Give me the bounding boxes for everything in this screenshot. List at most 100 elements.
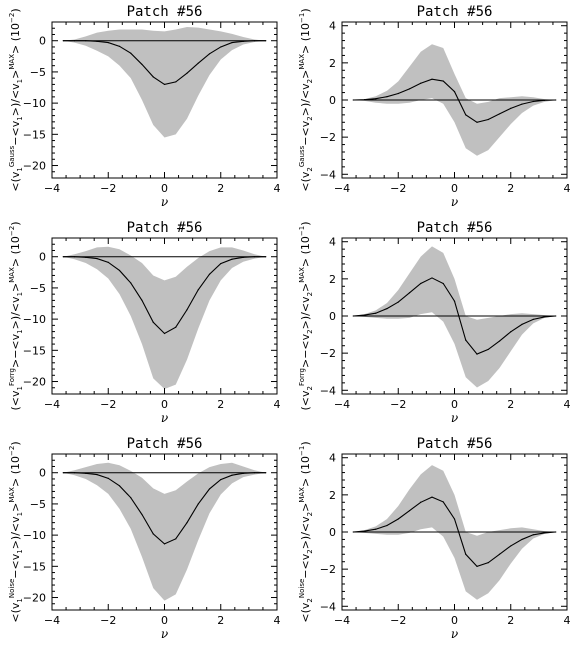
data-point	[220, 46, 222, 48]
data-point	[152, 76, 154, 78]
data-point	[420, 82, 422, 84]
chart-title: Patch #56	[127, 4, 203, 20]
y-tick-label: −15	[23, 128, 46, 141]
y-tick-label: 0	[329, 94, 336, 107]
data-point	[363, 314, 366, 316]
x-axis-label: ν	[451, 195, 458, 209]
data-point	[107, 261, 109, 263]
data-point	[141, 513, 143, 516]
data-point	[498, 340, 501, 342]
data-point	[555, 315, 557, 317]
x-tick-label: 0	[451, 614, 458, 627]
data-point	[186, 72, 188, 74]
data-point	[163, 332, 166, 335]
data-point	[208, 53, 211, 55]
data-point	[521, 323, 523, 325]
data-point	[130, 282, 132, 284]
x-tick-label: 2	[217, 398, 224, 411]
y-tick-label: 0	[329, 526, 336, 539]
chart-title: Patch #56	[417, 436, 493, 452]
x-tick-label: −4	[44, 398, 60, 411]
data-point	[85, 40, 87, 42]
data-point	[73, 40, 76, 42]
data-point	[118, 485, 121, 487]
y-axis-label: (<v2Forrg>−<v2>)/<v2>MAX> (10−1)	[298, 221, 314, 410]
chart-title: Patch #56	[127, 220, 203, 236]
y-tick-label: −5	[30, 498, 46, 511]
y-tick-label: −2	[320, 563, 336, 576]
data-point	[453, 300, 456, 302]
x-tick-label: 0	[451, 398, 458, 411]
data-point	[62, 256, 64, 258]
data-point	[442, 501, 444, 503]
chart-panel-4: −4 −2 0 2 4 4 2 0 −2 −4 Patch #56 ν (<v2Forrg>−<v2>)…	[298, 220, 571, 425]
data-point	[242, 256, 244, 258]
x-tick-label: −4	[334, 398, 350, 411]
data-point	[555, 99, 557, 101]
data-point	[85, 472, 87, 474]
x-tick-label: −4	[44, 614, 60, 627]
x-axis-label: ν	[451, 627, 458, 641]
data-point	[442, 282, 444, 285]
data-point	[73, 472, 76, 474]
x-tick-label: −2	[390, 614, 406, 627]
data-point	[242, 40, 244, 42]
data-point	[265, 472, 267, 474]
data-point	[375, 312, 377, 314]
chart-panel-6: −4 −2 0 2 4 4 2 0 −2 −4 Patch #56 ν <(v2Noise−<v2>)/…	[298, 436, 571, 641]
data-point	[386, 307, 388, 310]
x-tick-label: 4	[564, 614, 571, 627]
data-point	[386, 524, 388, 527]
data-point	[96, 473, 98, 476]
data-point	[107, 41, 109, 44]
chart-title: Patch #56	[127, 436, 203, 452]
data-point	[498, 553, 501, 555]
data-point	[152, 533, 154, 535]
data-point	[352, 99, 354, 101]
x-tick-label: 2	[217, 614, 224, 627]
data-point	[163, 83, 166, 85]
data-point	[487, 348, 489, 351]
data-point	[175, 326, 177, 328]
data-point	[521, 538, 523, 541]
x-tick-label: 4	[274, 182, 281, 195]
data-point	[487, 118, 489, 121]
x-tick-label: −2	[390, 182, 406, 195]
data-point	[253, 256, 256, 258]
data-point	[543, 99, 546, 101]
data-point	[220, 478, 222, 481]
y-tick-label: −15	[23, 560, 46, 573]
data-point	[465, 339, 467, 341]
data-point	[197, 62, 199, 64]
x-tick-label: 2	[507, 182, 514, 195]
chart-title: Patch #56	[417, 220, 493, 236]
data-point	[118, 269, 121, 272]
data-point	[476, 353, 478, 355]
y-axis-label: <(v1Gauss−<v1>)/<v1>MAX> (10−2)	[8, 8, 24, 191]
data-point	[253, 472, 256, 474]
data-point	[498, 113, 501, 115]
data-point	[186, 309, 188, 311]
data-point	[231, 41, 233, 44]
x-tick-label: −2	[100, 398, 116, 411]
data-point	[220, 262, 222, 265]
y-tick-label: −10	[23, 313, 46, 326]
data-point	[408, 292, 411, 294]
x-tick-label: 0	[161, 614, 168, 627]
x-axis-label: ν	[451, 411, 458, 425]
data-point	[465, 553, 467, 555]
data-point	[231, 258, 233, 260]
data-point	[231, 474, 233, 476]
x-tick-label: 0	[161, 182, 168, 195]
data-point	[130, 497, 132, 499]
y-tick-label: 0	[39, 35, 46, 48]
y-axis-label: (<v1Forrg>−<v1>)/<v1>MAX> (10−2)	[8, 221, 24, 410]
y-tick-label: 2	[329, 489, 336, 502]
data-point	[397, 92, 399, 95]
data-point	[397, 518, 399, 520]
confidence-band	[63, 462, 266, 601]
data-point	[85, 256, 87, 258]
confidence-band	[63, 246, 266, 390]
